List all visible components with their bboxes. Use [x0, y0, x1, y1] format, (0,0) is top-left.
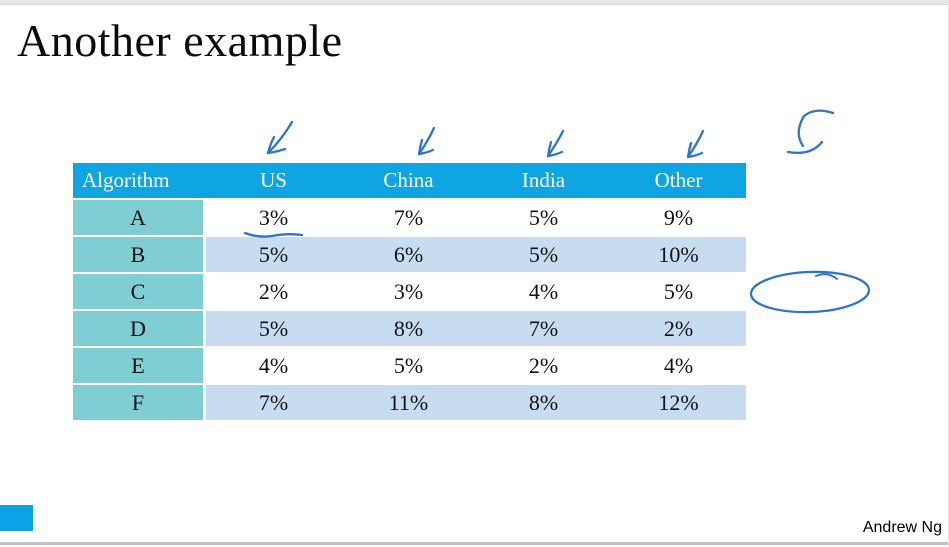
bottom-divider	[0, 542, 948, 545]
row-header: D	[73, 311, 206, 346]
row-header: F	[73, 385, 206, 420]
table-row: B 5% 6% 5% 10%	[73, 237, 746, 272]
table-cell: 7%	[476, 311, 611, 346]
table-cell: 10%	[611, 237, 746, 272]
table-cell: 5%	[476, 237, 611, 272]
table-cell: 4%	[258, 352, 289, 378]
table-cell: 5%	[206, 237, 341, 272]
table-cell: 3%	[258, 204, 289, 230]
header-row: Algorithm US China India Other	[73, 163, 746, 198]
table-cell: 6%	[341, 237, 476, 272]
column-header-algorithm: Algorithm	[73, 163, 206, 198]
hand-arrow-us-icon	[266, 120, 294, 155]
table-cell: 2%	[611, 311, 746, 346]
row-header: B	[73, 237, 206, 272]
data-table: Algorithm US China India Other A 3% 7% 5…	[73, 161, 746, 422]
table-cell: 9%	[663, 204, 694, 230]
table-cell: 5%	[528, 204, 559, 230]
table-row: A 3% 7% 5% 9%	[73, 200, 746, 235]
column-header-us: US	[206, 163, 341, 198]
table-cell: 12%	[611, 385, 746, 420]
table-cell: 3%	[393, 278, 424, 304]
table-cell: 4%	[663, 352, 694, 378]
hand-arrow-other-icon	[686, 129, 705, 159]
table-cell: 5%	[393, 352, 424, 378]
slide-accent-rect	[0, 505, 33, 531]
table-row: C 2% 3% 4% 5%	[73, 274, 746, 309]
column-header-other: Other	[611, 163, 746, 198]
table-cell: 2%	[528, 352, 559, 378]
row-header: E	[73, 348, 206, 383]
page-title: Another example	[17, 15, 343, 66]
table-cell: 7%	[206, 385, 341, 420]
table-row: E 4% 5% 2% 4%	[73, 348, 746, 383]
table-cell: 4%	[528, 278, 559, 304]
window-top-bar	[0, 0, 948, 5]
ellipse-annotation	[749, 270, 871, 314]
table-row: D 5% 8% 7% 2%	[73, 311, 746, 346]
table-row: F 7% 11% 8% 12%	[73, 385, 746, 420]
table-cell: 5%	[206, 311, 341, 346]
hand-arrow-china-icon	[417, 126, 436, 156]
table-cell: 5%	[663, 278, 694, 304]
table-cell: 8%	[476, 385, 611, 420]
row-header: A	[73, 200, 206, 235]
table-cell: 2%	[258, 278, 289, 304]
hand-arrow-india-icon	[546, 129, 565, 158]
column-header-china: China	[341, 163, 476, 198]
column-header-india: India	[476, 163, 611, 198]
author-credit: Andrew Ng	[862, 519, 942, 536]
table-cell: 7%	[393, 204, 424, 230]
table-cell: 11%	[341, 385, 476, 420]
hook-stroke-annotation	[786, 109, 835, 155]
table-cell: 8%	[341, 311, 476, 346]
row-header: C	[73, 274, 206, 309]
